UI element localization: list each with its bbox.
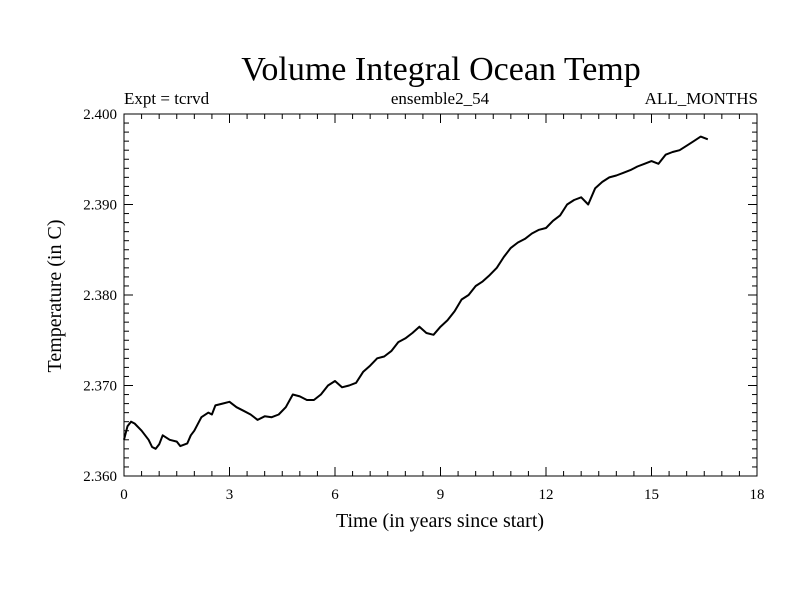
x-tick-label: 0 <box>120 487 128 503</box>
series-line <box>123 135 709 450</box>
y-axis-label: Temperature (in C) <box>44 220 66 373</box>
x-tick-label: 15 <box>644 487 659 503</box>
x-tick-label: 9 <box>437 487 445 503</box>
y-tick-label: 2.390 <box>83 198 117 214</box>
y-axis: 2.360 2.370 2.380 2.390 2.400 <box>83 107 757 485</box>
subtitle-left: Expt = tcrvd <box>124 89 210 108</box>
x-tick-label: 12 <box>539 487 554 503</box>
x-tick-label: 3 <box>226 487 234 503</box>
subtitle-center: ensemble2_54 <box>391 89 490 108</box>
plot-frame <box>123 113 758 477</box>
x-axis-label: Time (in years since start) <box>336 510 544 532</box>
y-tick-label: 2.360 <box>83 469 117 485</box>
chart-title: Volume Integral Ocean Temp <box>241 51 641 88</box>
y-tick-label: 2.380 <box>83 288 117 304</box>
y-tick-label: 2.370 <box>83 379 117 395</box>
x-tick-label: 18 <box>750 487 765 503</box>
x-tick-label: 6 <box>331 487 339 503</box>
y-tick-label: 2.400 <box>83 107 117 123</box>
x-axis: 0 3 6 9 12 15 18 <box>120 114 765 503</box>
subtitle-right: ALL_MONTHS <box>645 89 758 108</box>
